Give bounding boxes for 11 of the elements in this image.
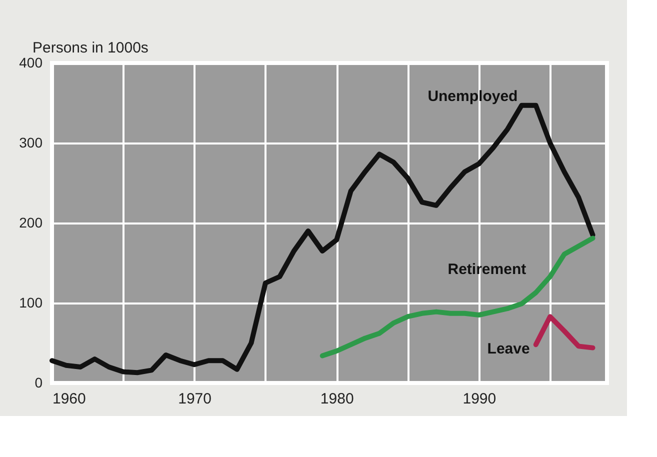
y-tick-label: 200 bbox=[19, 214, 43, 230]
x-tick-label: 1960 bbox=[52, 390, 86, 408]
y-tick-label: 400 bbox=[19, 54, 43, 70]
y-tick-label: 100 bbox=[19, 294, 43, 310]
x-tick-label: 1980 bbox=[320, 390, 354, 408]
y-tick-label: 0 bbox=[34, 374, 43, 390]
x-tick-label: 1990 bbox=[462, 390, 496, 408]
y-tick-label: 300 bbox=[19, 134, 43, 150]
x-tick-label: 1970 bbox=[178, 390, 212, 408]
series-label: Leave bbox=[487, 340, 530, 358]
y-axis-title: Persons in 1000s bbox=[32, 40, 148, 56]
